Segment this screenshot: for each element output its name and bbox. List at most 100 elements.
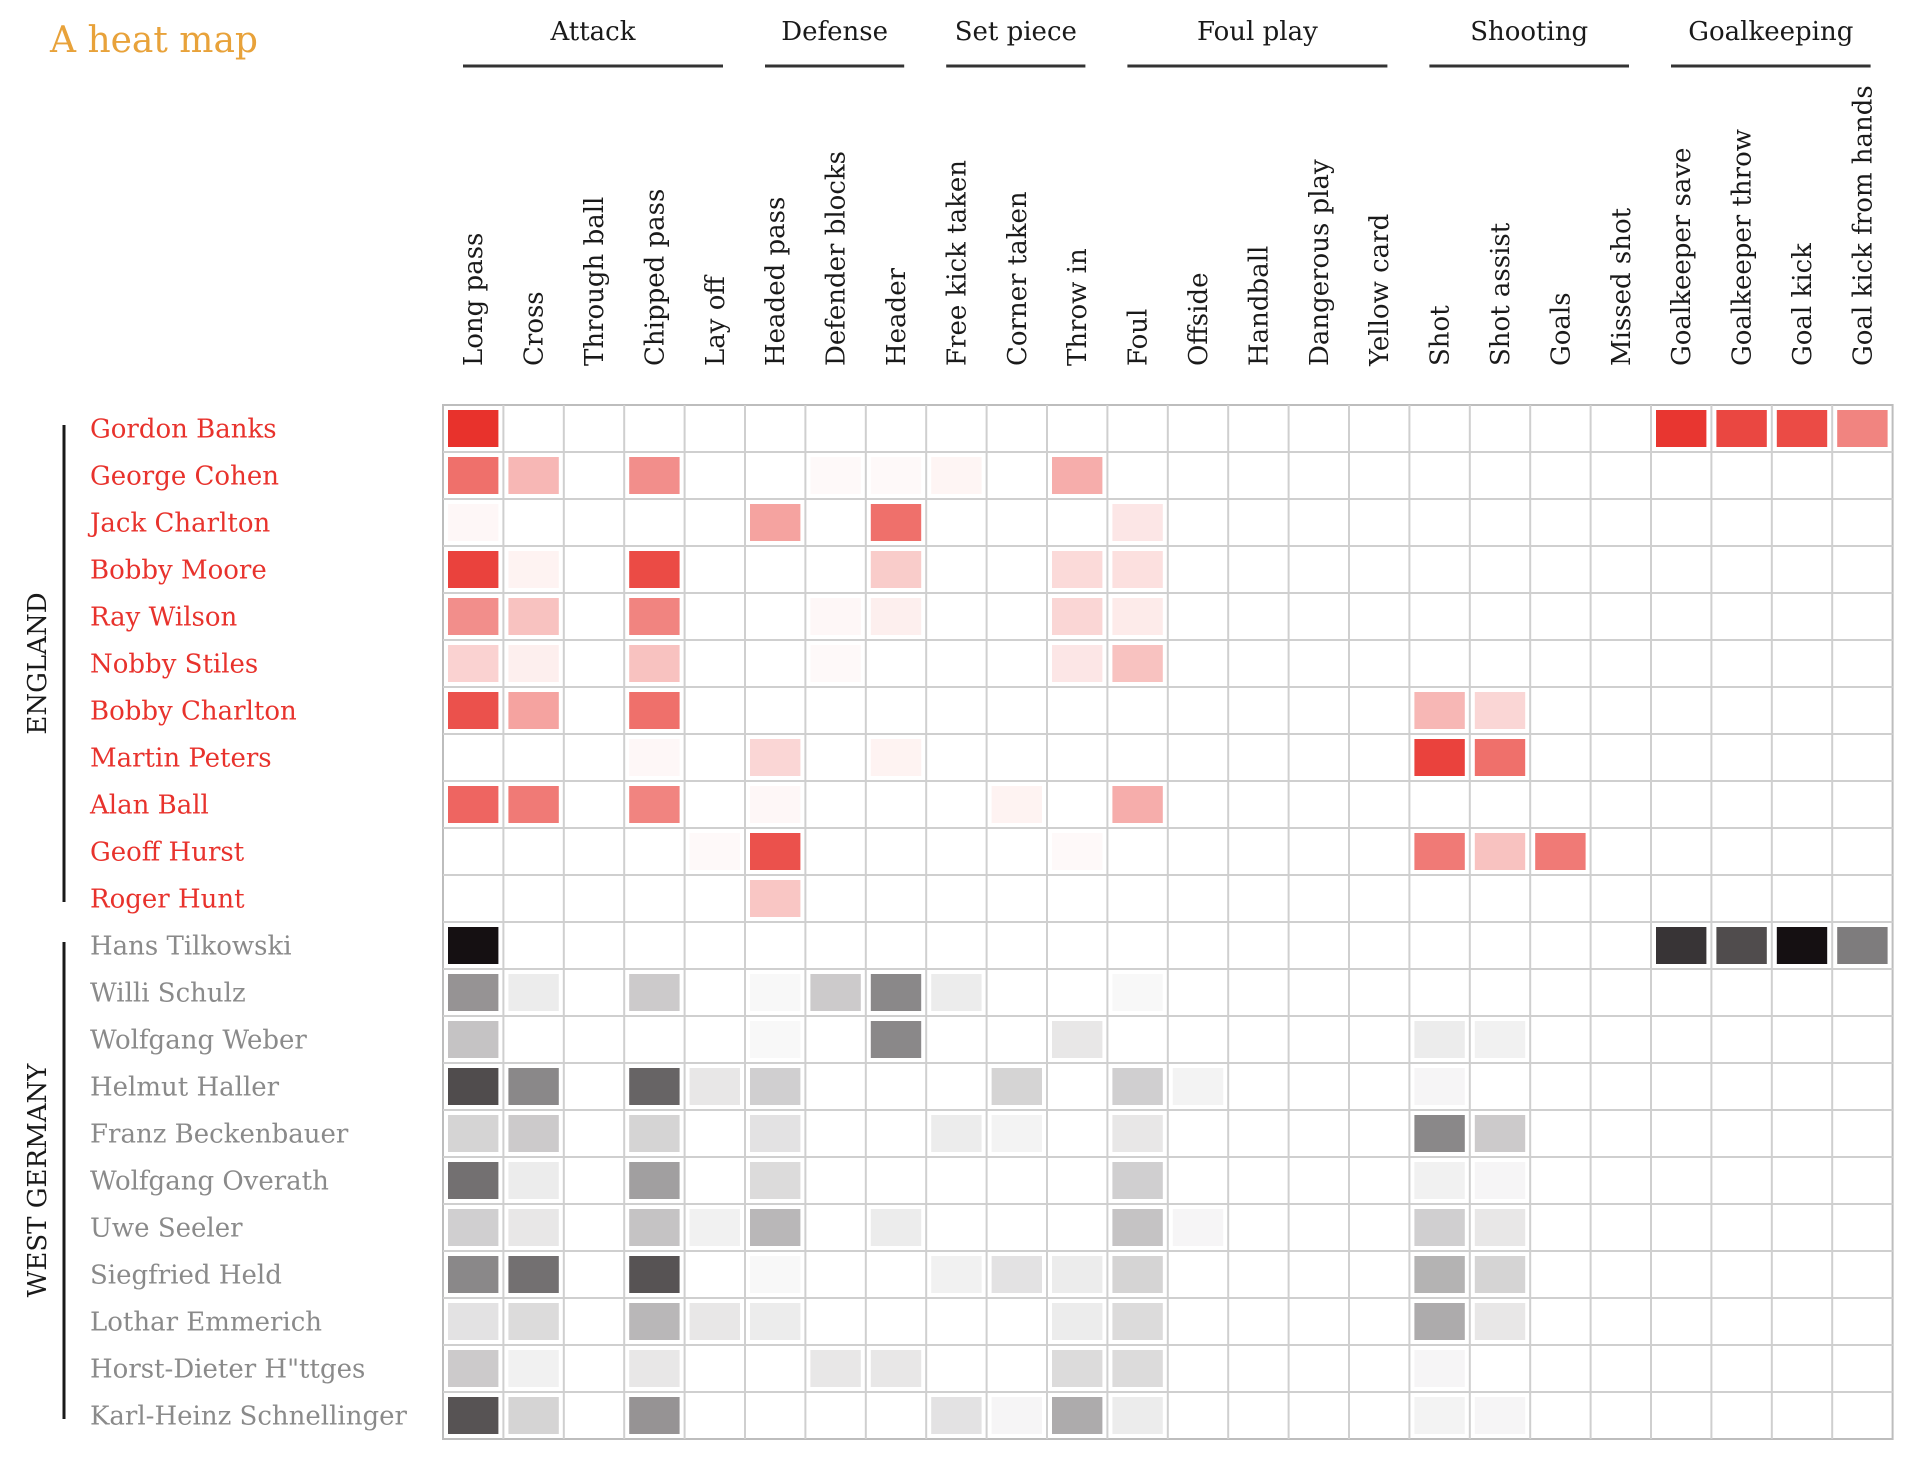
heat-cell-martin-peters-headed-pass: [750, 739, 801, 776]
heat-cell-ray-wilson-throw-in: [1052, 598, 1103, 635]
heat-cell-siegfried-held-shot: [1414, 1256, 1465, 1293]
heat-cell-ray-wilson-cross: [508, 598, 559, 635]
heat-cell-franz-beckenbauer-long-pass: [448, 1115, 499, 1152]
heat-cell-willi-schulz-foul: [1112, 974, 1163, 1011]
heat-cell-ray-wilson-long-pass: [448, 598, 499, 635]
heat-cell-bobby-moore-chipped-pass: [629, 551, 680, 588]
heat-cell-alan-ball-corner-taken: [991, 786, 1042, 823]
column-label-headed-pass: Headed pass: [761, 197, 791, 366]
column-label-shot-assist: Shot assist: [1486, 222, 1516, 366]
heat-cell-ray-wilson-foul: [1112, 598, 1163, 635]
heat-cell-alan-ball-foul: [1112, 786, 1163, 823]
heat-cell-uwe-seeler-lay-off: [689, 1209, 740, 1246]
heat-cell-wolfgang-overath-shot-assist: [1474, 1162, 1526, 1199]
heat-cell-karl-heinz-schnellinger-shot-assist: [1474, 1397, 1526, 1434]
row-label-willi-schulz: Willi Schulz: [90, 979, 246, 1009]
heat-cell-george-cohen-defender-blocks: [810, 457, 861, 494]
heat-cell-martin-peters-shot: [1414, 739, 1465, 776]
column-label-goalkeeper-throw: Goalkeeper throw: [1728, 129, 1758, 366]
heat-cell-wolfgang-weber-shot: [1414, 1021, 1465, 1058]
column-label-offside: Offside: [1184, 273, 1214, 366]
heat-cell-lothar-emmerich-foul: [1112, 1303, 1163, 1340]
heat-cell-gordon-banks-goal-kick-from-hands: [1837, 410, 1888, 447]
heat-cell-gordon-banks-long-pass: [448, 410, 499, 447]
heat-cell-lothar-emmerich-shot-assist: [1474, 1303, 1526, 1340]
heat-cell-uwe-seeler-shot-assist: [1474, 1209, 1526, 1246]
column-group-foul-play: Foul play: [1197, 17, 1318, 47]
heat-cell-siegfried-held-shot-assist: [1474, 1256, 1526, 1293]
heat-cell-roger-hunt-headed-pass: [750, 880, 801, 917]
heat-cell-ray-wilson-chipped-pass: [629, 598, 680, 635]
heat-cell-wolfgang-overath-foul: [1112, 1162, 1163, 1199]
heat-cell-uwe-seeler-foul: [1112, 1209, 1163, 1246]
heat-cell-helmut-haller-shot: [1414, 1068, 1465, 1105]
heat-cell-helmut-haller-chipped-pass: [629, 1068, 680, 1105]
row-label-karl-heinz-schnellinger: Karl-Heinz Schnellinger: [90, 1402, 408, 1432]
heat-cell-wolfgang-weber-shot-assist: [1474, 1021, 1526, 1058]
heat-cell-hans-tilkowski-goalkeeper-save: [1656, 927, 1707, 964]
heat-cell-helmut-haller-lay-off: [689, 1068, 740, 1105]
row-label-george-cohen: George Cohen: [90, 462, 279, 492]
heat-cell-franz-beckenbauer-foul: [1112, 1115, 1163, 1152]
heat-cell-franz-beckenbauer-shot: [1414, 1115, 1465, 1152]
chart-title: A heat map: [49, 20, 258, 61]
heat-cell-alan-ball-long-pass: [448, 786, 499, 823]
row-label-nobby-stiles: Nobby Stiles: [90, 650, 258, 680]
heat-cell-siegfried-held-corner-taken: [991, 1256, 1042, 1293]
heat-cell-uwe-seeler-long-pass: [448, 1209, 499, 1246]
heat-cell-helmut-haller-long-pass: [448, 1068, 499, 1105]
heat-cell-gordon-banks-goalkeeper-save: [1656, 410, 1707, 447]
heat-cell-george-cohen-long-pass: [448, 457, 499, 494]
column-group-defense: Defense: [781, 17, 888, 47]
heat-cell-alan-ball-chipped-pass: [629, 786, 680, 823]
heat-cell-helmut-haller-foul: [1112, 1068, 1163, 1105]
heat-cell-lothar-emmerich-headed-pass: [750, 1303, 801, 1340]
heat-cell-ray-wilson-header: [870, 598, 922, 635]
heat-cell-bobby-charlton-chipped-pass: [629, 692, 680, 729]
heat-cell-gordon-banks-goal-kick: [1776, 410, 1828, 447]
column-group-shooting: Shooting: [1470, 17, 1588, 47]
heat-cell-lothar-emmerich-shot: [1414, 1303, 1465, 1340]
column-label-yellow-card: Yellow card: [1365, 214, 1395, 367]
heat-cell-bobby-moore-throw-in: [1052, 551, 1103, 588]
heat-cell-horst-dieter-h-ttges-throw-in: [1052, 1350, 1103, 1387]
column-label-corner-taken: Corner taken: [1003, 191, 1033, 366]
heat-cell-helmut-haller-cross: [508, 1068, 559, 1105]
heat-cell-uwe-seeler-cross: [508, 1209, 559, 1246]
heat-cell-horst-dieter-h-ttges-defender-blocks: [810, 1350, 861, 1387]
column-label-goal-kick-from-hands: Goal kick from hands: [1848, 85, 1878, 366]
heat-cell-george-cohen-chipped-pass: [629, 457, 680, 494]
heat-cell-nobby-stiles-long-pass: [448, 645, 499, 682]
heat-cell-ray-wilson-defender-blocks: [810, 598, 861, 635]
row-label-uwe-seeler: Uwe Seeler: [90, 1214, 243, 1244]
column-group-goalkeeping: Goalkeeping: [1688, 17, 1853, 47]
column-label-lay-off: Lay off: [701, 274, 731, 366]
column-label-defender-blocks: Defender blocks: [822, 151, 852, 366]
heat-cell-jack-charlton-header: [870, 504, 922, 541]
row-label-wolfgang-weber: Wolfgang Weber: [90, 1026, 307, 1056]
heat-cell-bobby-charlton-shot: [1414, 692, 1465, 729]
column-label-dangerous-play: Dangerous play: [1305, 159, 1335, 366]
heat-cell-george-cohen-throw-in: [1052, 457, 1103, 494]
heat-cell-horst-dieter-h-ttges-foul: [1112, 1350, 1163, 1387]
row-label-bobby-moore: Bobby Moore: [90, 556, 267, 586]
heat-cell-horst-dieter-h-ttges-shot: [1414, 1350, 1465, 1387]
heat-cell-jack-charlton-headed-pass: [750, 504, 801, 541]
heat-cell-franz-beckenbauer-chipped-pass: [629, 1115, 680, 1152]
column-label-shot: Shot: [1426, 305, 1456, 366]
heat-cell-martin-peters-chipped-pass: [629, 739, 680, 776]
heat-cell-horst-dieter-h-ttges-header: [870, 1350, 922, 1387]
heat-cell-karl-heinz-schnellinger-cross: [508, 1397, 559, 1434]
heat-cell-george-cohen-header: [870, 457, 922, 494]
column-group-attack: Attack: [549, 17, 635, 47]
heat-cell-karl-heinz-schnellinger-free-kick-taken: [931, 1397, 982, 1434]
heat-cell-karl-heinz-schnellinger-chipped-pass: [629, 1397, 680, 1434]
heat-cell-franz-beckenbauer-cross: [508, 1115, 559, 1152]
heat-cell-franz-beckenbauer-headed-pass: [750, 1115, 801, 1152]
heat-cell-wolfgang-overath-shot: [1414, 1162, 1465, 1199]
heat-cell-horst-dieter-h-ttges-long-pass: [448, 1350, 499, 1387]
heat-cell-geoff-hurst-throw-in: [1052, 833, 1103, 870]
row-label-hans-tilkowski: Hans Tilkowski: [90, 932, 292, 962]
column-label-free-kick-taken: Free kick taken: [942, 160, 972, 366]
column-label-missed-shot: Missed shot: [1607, 207, 1637, 366]
